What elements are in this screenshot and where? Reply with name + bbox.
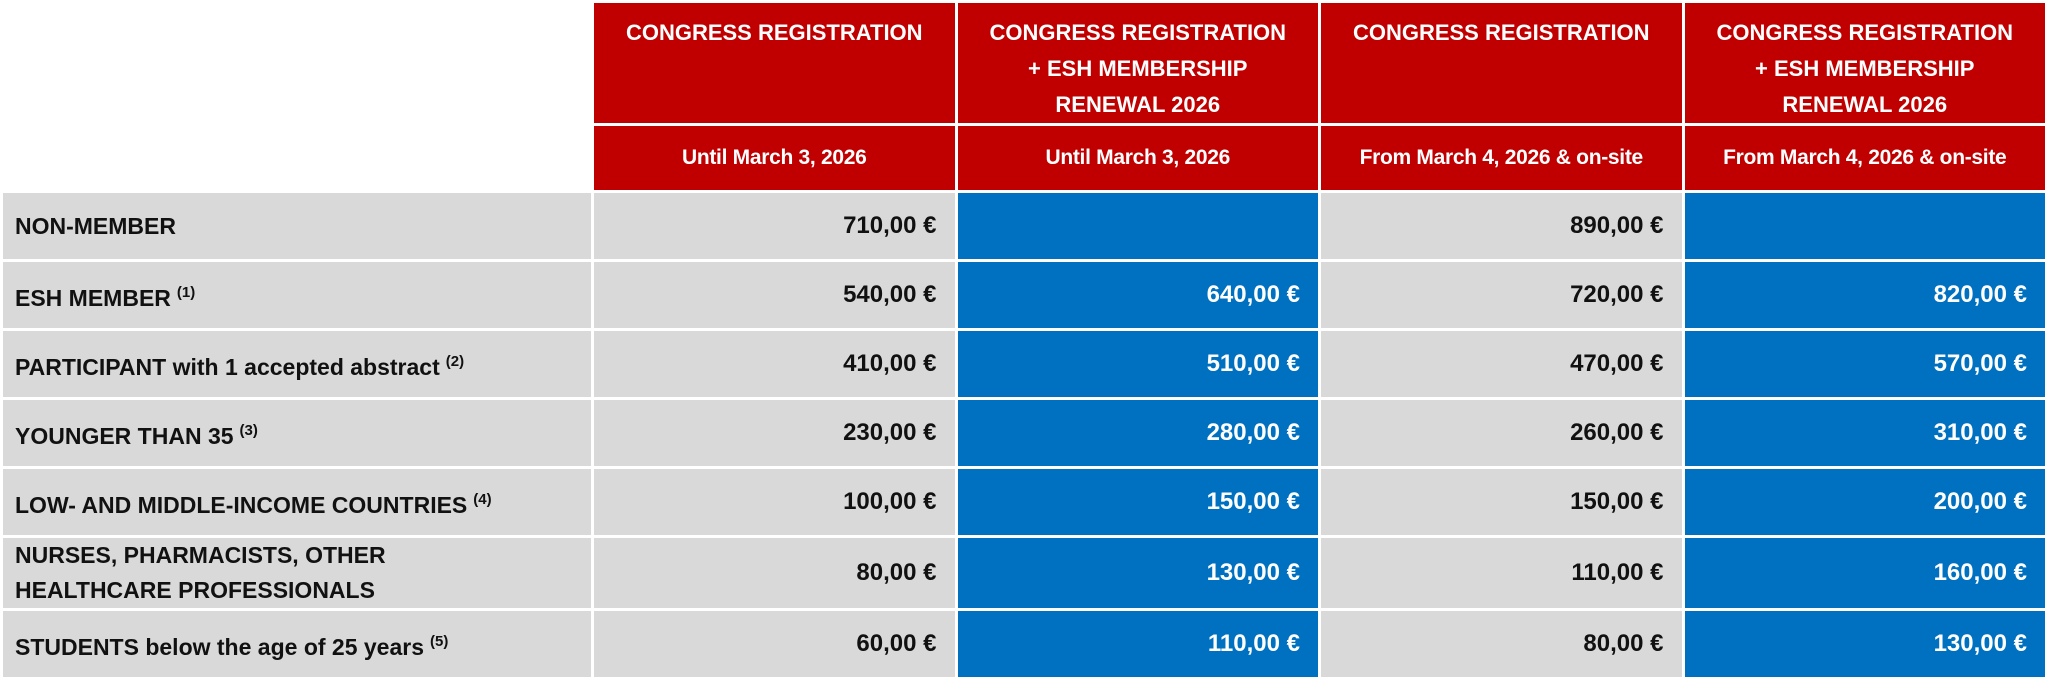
price-cell: 60,00 € [594, 611, 955, 677]
price-cell: 540,00 € [594, 262, 955, 328]
row-label: ESH MEMBER (1) [3, 262, 591, 328]
title-line: RENEWAL 2026 [1782, 92, 1948, 117]
row-label: STUDENTS below the age of 25 years (5) [3, 611, 591, 677]
price-cell: 150,00 € [957, 469, 1318, 535]
price-cell: 110,00 € [957, 611, 1318, 677]
label-text: HEALTHCARE PROFESSIONALS [15, 577, 375, 603]
column-period: Until March 3, 2026 [594, 126, 955, 190]
title-line: CONGRESS REGISTRATION [1716, 20, 2014, 45]
price-cell: 720,00 € [1321, 262, 1682, 328]
title-line: + ESH MEMBERSHIP [1028, 56, 1248, 81]
price-row: NON-MEMBER 710,00 € 890,00 € [3, 193, 2045, 259]
column-title: CONGRESS REGISTRATION + ESH MEMBERSHIP REN… [1684, 3, 2045, 123]
price-row: PARTICIPANT with 1 accepted abstract (2) 4… [3, 331, 2045, 397]
column-title: CONGRESS REGISTRATION [1321, 3, 1682, 123]
price-cell: 100,00 € [594, 469, 955, 535]
row-label: LOW- AND MIDDLE-INCOME COUNTRIES (4) [3, 469, 591, 535]
label-line: LOW- AND MIDDLE-INCOME COUNTRIES (4) [15, 482, 591, 523]
row-label: YOUNGER THAN 35 (3) [3, 400, 591, 466]
table-header: CONGRESS REGISTRATION CONGRESS REGISTRATI… [3, 3, 2045, 190]
empty-cell [3, 126, 591, 190]
price-row: LOW- AND MIDDLE-INCOME COUNTRIES (4) 100,0… [3, 469, 2045, 535]
price-cell: 280,00 € [957, 400, 1318, 466]
title-line: CONGRESS REGISTRATION [989, 20, 1287, 45]
footnote-ref: (5) [430, 632, 449, 650]
price-cell: 130,00 € [1684, 611, 2045, 677]
price-cell: 890,00 € [1321, 193, 1682, 259]
period-row: Until March 3, 2026 Until March 3, 2026 Fr… [3, 126, 2045, 190]
price-cell: 640,00 € [957, 262, 1318, 328]
price-cell: 230,00 € [594, 400, 955, 466]
empty-cell [3, 3, 591, 123]
table-body: NON-MEMBER 710,00 € 890,00 € ESH MEMBER (1) 5… [3, 193, 2045, 677]
price-cell: 510,00 € [957, 331, 1318, 397]
price-cell: 470,00 € [1321, 331, 1682, 397]
header-row: CONGRESS REGISTRATION CONGRESS REGISTRATI… [3, 3, 2045, 123]
column-title: CONGRESS REGISTRATION + ESH MEMBERSHIP REN… [957, 3, 1318, 123]
price-cell: 410,00 € [594, 331, 955, 397]
label-line: YOUNGER THAN 35 (3) [15, 413, 591, 454]
price-cell: 260,00 € [1321, 400, 1682, 466]
label-text: STUDENTS below the age of 25 years [15, 633, 425, 660]
column-title: CONGRESS REGISTRATION [594, 3, 955, 123]
price-cell: 110,00 € [1321, 538, 1682, 608]
label-text: YOUNGER THAN 35 [15, 422, 234, 449]
label-line: STUDENTS below the age of 25 years (5) [15, 624, 591, 665]
price-cell: 150,00 € [1321, 469, 1682, 535]
price-row: YOUNGER THAN 35 (3) 230,00 €280,00 €260,00… [3, 400, 2045, 466]
price-cell: 80,00 € [1321, 611, 1682, 677]
title-line: CONGRESS REGISTRATION [625, 20, 923, 45]
price-row: NURSES, PHARMACISTS, OTHER HEALTHCARE PRO… [3, 538, 2045, 608]
footnote-ref: (2) [445, 352, 465, 370]
label-line: NON-MEMBER [15, 209, 591, 244]
column-period: Until March 3, 2026 [957, 126, 1318, 190]
price-cell [957, 193, 1318, 259]
price-row: ESH MEMBER (1) 540,00 €640,00 €720,00 €820… [3, 262, 2045, 328]
label-text: PARTICIPANT with 1 accepted abstract [15, 353, 440, 380]
row-label: NON-MEMBER [3, 193, 591, 259]
title-line: CONGRESS REGISTRATION [1352, 20, 1650, 45]
price-row: STUDENTS below the age of 25 years (5) 60,… [3, 611, 2045, 677]
price-cell: 200,00 € [1684, 469, 2045, 535]
footnote-ref: (3) [239, 421, 258, 439]
price-cell: 130,00 € [957, 538, 1318, 608]
label-text: LOW- AND MIDDLE-INCOME COUNTRIES [15, 491, 468, 518]
label-text: NURSES, PHARMACISTS, OTHER [15, 542, 386, 568]
price-cell [1684, 193, 2045, 259]
row-label: PARTICIPANT with 1 accepted abstract (2) [3, 331, 591, 397]
price-cell: 310,00 € [1684, 400, 2045, 466]
price-cell: 160,00 € [1684, 538, 2045, 608]
label-line: PARTICIPANT with 1 accepted abstract (2) [15, 344, 591, 385]
column-period: From March 4, 2026 & on-site [1684, 126, 2045, 190]
row-label: NURSES, PHARMACISTS, OTHER HEALTHCARE PRO… [3, 538, 591, 608]
title-line: + ESH MEMBERSHIP [1755, 56, 1975, 81]
label-text: NON-MEMBER [15, 212, 176, 239]
column-period: From March 4, 2026 & on-site [1321, 126, 1682, 190]
footnote-ref: (1) [176, 283, 196, 301]
price-cell: 80,00 € [594, 538, 955, 608]
footnote-ref: (4) [473, 490, 492, 508]
price-cell: 570,00 € [1684, 331, 2045, 397]
label-text: ESH MEMBER [15, 284, 171, 311]
price-cell: 820,00 € [1684, 262, 2045, 328]
label-line: NURSES, PHARMACISTS, OTHER [15, 538, 591, 573]
label-line: HEALTHCARE PROFESSIONALS [15, 573, 591, 608]
label-line: ESH MEMBER (1) [15, 275, 591, 316]
price-cell: 710,00 € [594, 193, 955, 259]
title-line: RENEWAL 2026 [1055, 92, 1221, 117]
